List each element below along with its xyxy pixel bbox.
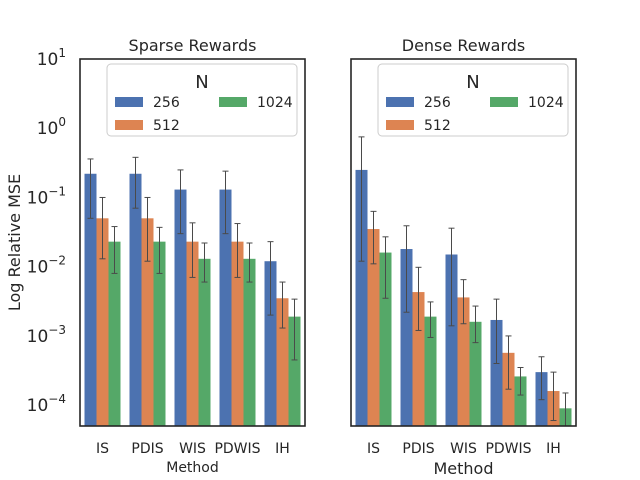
bar — [288, 316, 301, 426]
bar — [379, 252, 392, 426]
bar — [243, 258, 256, 426]
legend-title: N — [195, 72, 208, 93]
y-tick-exponent: 0 — [58, 115, 66, 129]
x-tick-label: WIS — [450, 441, 477, 457]
bar — [355, 169, 368, 426]
x-axis-label: Method — [166, 460, 219, 476]
legend-label: 1024 — [257, 95, 293, 111]
y-tick-base: 10 — [27, 188, 49, 208]
legend-swatch — [219, 97, 247, 107]
legend-label: 1024 — [528, 95, 564, 111]
bar — [490, 319, 503, 426]
y-tick-label: 100 — [37, 115, 66, 139]
y-tick-label: 10−2 — [27, 254, 66, 278]
y-tick-base: 10 — [37, 50, 59, 70]
y-tick-base: 10 — [27, 396, 49, 416]
bar — [84, 173, 97, 426]
bar — [108, 241, 121, 426]
legend: N 256 512 1024 — [377, 63, 569, 137]
y-tick-label: 10−1 — [27, 184, 66, 208]
x-tick-label: IS — [96, 441, 109, 457]
y-tick-base: 10 — [27, 327, 49, 347]
bar — [412, 292, 425, 426]
legend-swatch — [115, 97, 143, 107]
bar — [141, 218, 154, 426]
bar — [445, 254, 458, 426]
y-tick-label: 10−4 — [27, 392, 66, 416]
legend: N 256 512 1024 — [106, 63, 298, 137]
legend-title: N — [466, 72, 479, 93]
y-axis-label: Log Relative MSE — [5, 174, 24, 311]
bar — [219, 189, 232, 426]
chart-title: Sparse Rewards — [129, 36, 257, 55]
x-tick-label: PDWIS — [214, 441, 260, 457]
x-tick-label: IH — [546, 441, 561, 457]
bar — [276, 298, 289, 426]
bar — [96, 218, 109, 426]
y-tick-exponent: −1 — [48, 184, 66, 198]
bar — [457, 297, 470, 426]
legend-label: 256 — [153, 95, 180, 111]
y-tick-label: 101 — [37, 46, 66, 70]
axes-frame — [79, 58, 306, 427]
x-tick-label: IH — [275, 441, 290, 457]
bar — [367, 229, 380, 426]
legend-swatch — [386, 120, 414, 130]
y-tick-exponent: −3 — [48, 323, 66, 337]
y-tick-base: 10 — [27, 258, 49, 278]
legend-label: 256 — [424, 95, 451, 111]
bar — [186, 241, 199, 426]
legend-swatch — [115, 120, 143, 130]
y-tick-exponent: 1 — [58, 46, 66, 60]
x-tick-label: IS — [367, 441, 380, 457]
legend-swatch — [386, 97, 414, 107]
bar — [469, 321, 482, 426]
bar — [153, 241, 166, 426]
x-tick-label: PDIS — [131, 441, 163, 457]
axes-frame — [350, 58, 577, 427]
legend-box — [106, 63, 298, 137]
x-axis-label: Method — [433, 459, 493, 478]
legend-label: 512 — [153, 118, 180, 134]
legend-label: 512 — [424, 118, 451, 134]
y-tick-exponent: −2 — [48, 254, 66, 268]
x-tick-label: PDIS — [402, 441, 434, 457]
bar — [129, 173, 142, 426]
panel-dense-rewards: Dense Rewards IS PDIS WIS PDWIS IH Method N 256 5… — [350, 36, 577, 478]
legend-box — [377, 63, 569, 137]
bar — [264, 261, 277, 426]
x-tick-label: PDWIS — [485, 441, 531, 457]
x-tick-label: WIS — [179, 441, 206, 457]
y-tick-label: 10−3 — [27, 323, 66, 347]
legend-swatch — [490, 97, 518, 107]
bar — [424, 316, 437, 426]
y-tick-base: 10 — [37, 119, 59, 139]
bar — [174, 189, 187, 426]
y-tick-exponent: −4 — [48, 392, 66, 406]
bar — [514, 376, 527, 426]
bar — [198, 258, 211, 426]
chart-title: Dense Rewards — [402, 36, 526, 55]
bar — [400, 249, 413, 426]
bar — [231, 241, 244, 426]
